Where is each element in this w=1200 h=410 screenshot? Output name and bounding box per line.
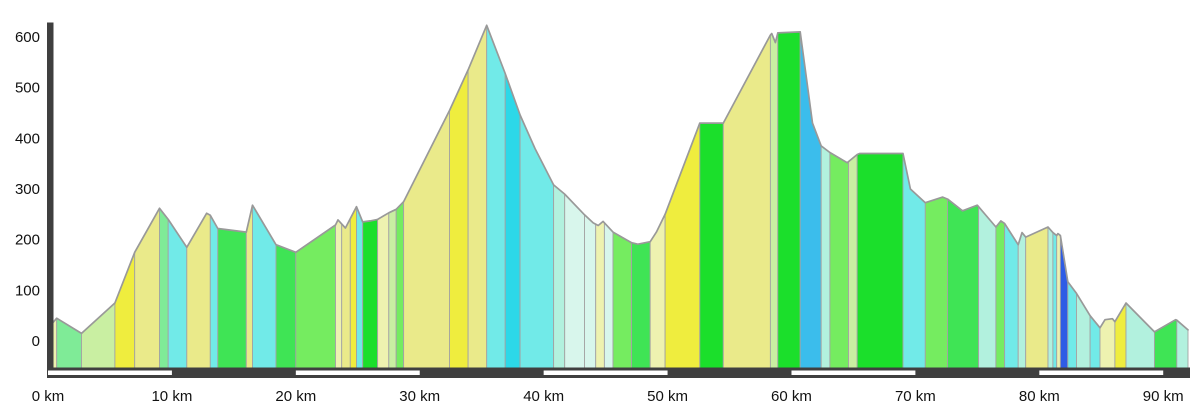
y-tick-label: 200 [15,232,40,249]
elevation-outline [47,24,1189,335]
elevation-band [722,34,771,369]
elevation-band [349,206,357,369]
elevation-band [769,32,779,369]
elevation-band [504,73,521,369]
elevation-band [777,31,801,369]
scalebar-stripe [295,370,420,375]
elevation-band [924,196,949,369]
elevation-band [664,122,701,369]
elevation-band [829,152,849,369]
elevation-band [1067,281,1077,369]
y-tick-label: 600 [15,29,40,46]
y-tick-label: 0 [32,333,40,350]
elevation-band [564,193,585,369]
elevation-band [1017,232,1027,369]
y-axis-bar [47,22,54,378]
x-tick-label: 80 km [1019,388,1060,405]
elevation-band [820,145,831,369]
x-tick-label: 20 km [275,388,316,405]
elevation-band [217,228,247,369]
elevation-band [1089,315,1101,369]
elevation-band [1056,233,1061,369]
elevation-band [467,24,488,369]
elevation-band [134,207,160,369]
x-tick-label: 90 km [1143,388,1184,405]
elevation-band [902,153,926,369]
elevation-band [377,212,390,369]
x-tick-label: 30 km [399,388,440,405]
elevation-band [1047,226,1054,369]
scalebar-stripe [48,370,172,375]
scalebar-stripe [543,370,668,375]
y-tick-label: 500 [15,80,40,97]
elevation-band [978,206,997,369]
elevation-band [799,31,822,369]
elevation-band [159,207,169,369]
elevation-band [486,24,506,369]
elevation-band [275,244,297,369]
scalebar-stripe [1039,370,1164,375]
elevation-band [356,206,364,369]
elevation-band [252,204,277,369]
elevation-band [699,122,724,369]
elevation-band [362,218,379,369]
elevation-band [335,219,343,369]
elevation-band [1099,318,1116,369]
elevation-band [403,110,450,369]
elevation-band [584,214,597,369]
elevation-band [947,198,980,369]
x-tick-label: 50 km [647,388,688,405]
elevation-band [1004,223,1019,369]
elevation-band [848,154,858,369]
x-tick-label: 0 km [32,388,65,405]
elevation-band [1052,232,1058,369]
x-tick-label: 70 km [895,388,936,405]
elevation-band [395,201,405,369]
elevation-band [595,220,605,369]
elevation-band [1125,302,1155,369]
elevation-band [81,302,116,369]
scalebar-stripe [791,370,916,375]
elevation-band [341,218,351,369]
elevation-band [603,222,614,369]
x-tick-label: 10 km [151,388,192,405]
elevation-band [995,220,1006,369]
y-tick-label: 100 [15,282,40,299]
elevation-band [114,251,136,369]
y-tick-label: 400 [15,130,40,147]
x-tick-label: 40 km [523,388,564,405]
elevation-band [449,69,469,369]
elevation-band [1025,226,1049,369]
elevation-band [209,214,219,369]
elevation-band [612,231,633,369]
elevation-band [295,224,336,369]
elevation-band [186,212,211,369]
elevation-band [553,184,566,369]
elevation-band [856,153,904,369]
y-tick-label: 300 [15,181,40,198]
elevation-band [1154,319,1178,369]
x-tick-label: 60 km [771,388,812,405]
elevation-band [388,208,397,369]
elevation-band [631,241,651,369]
